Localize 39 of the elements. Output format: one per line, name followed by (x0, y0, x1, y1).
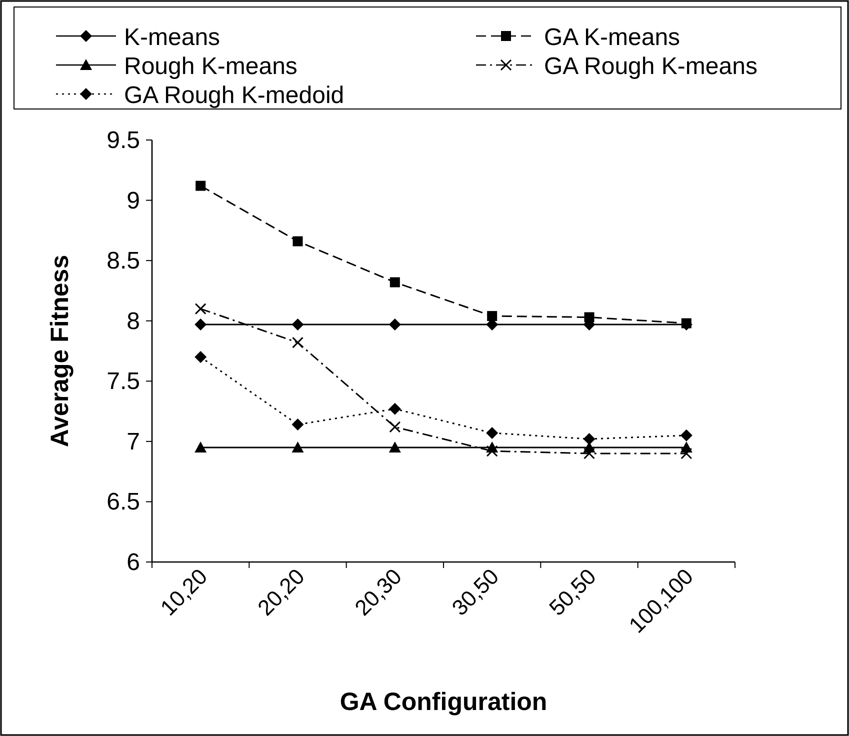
point (292, 336, 304, 348)
point (390, 277, 400, 288)
point (292, 318, 304, 330)
point (584, 448, 595, 460)
y-tick-label: 6.5 (106, 488, 140, 516)
point (389, 421, 401, 433)
y-tick-label: 9.5 (106, 127, 140, 154)
legend-label: Rough K-means (124, 53, 298, 80)
point (680, 448, 692, 460)
point (486, 426, 498, 439)
y-tick-label: 9 (126, 187, 140, 214)
y-tick-label: 8 (126, 308, 140, 335)
point (680, 429, 692, 442)
y-axis-title: Average Fitness (46, 254, 74, 448)
point (486, 445, 498, 457)
point (194, 441, 207, 452)
y-tick-label: 6 (126, 549, 140, 576)
legend-label: GA Rough K-medoid (124, 82, 344, 109)
point (388, 441, 401, 452)
point (487, 311, 498, 322)
y-tick-label: 7.5 (106, 368, 140, 396)
point (194, 351, 207, 364)
point (292, 441, 304, 452)
point (196, 180, 206, 191)
point (292, 418, 304, 431)
point (194, 318, 207, 330)
y-tick-label: 7 (126, 428, 140, 456)
legend-label: GA Rough K-means (544, 53, 758, 80)
point (194, 303, 206, 315)
point (584, 312, 594, 322)
point (292, 236, 303, 246)
legend-label: GA K-means (544, 24, 680, 51)
point (681, 318, 692, 328)
x-axis-title: GA Configuration (340, 688, 548, 716)
point (583, 433, 596, 446)
y-tick-label: 8.5 (106, 248, 140, 275)
point (388, 402, 401, 415)
legend-label: K-means (124, 24, 220, 51)
point (388, 318, 401, 330)
